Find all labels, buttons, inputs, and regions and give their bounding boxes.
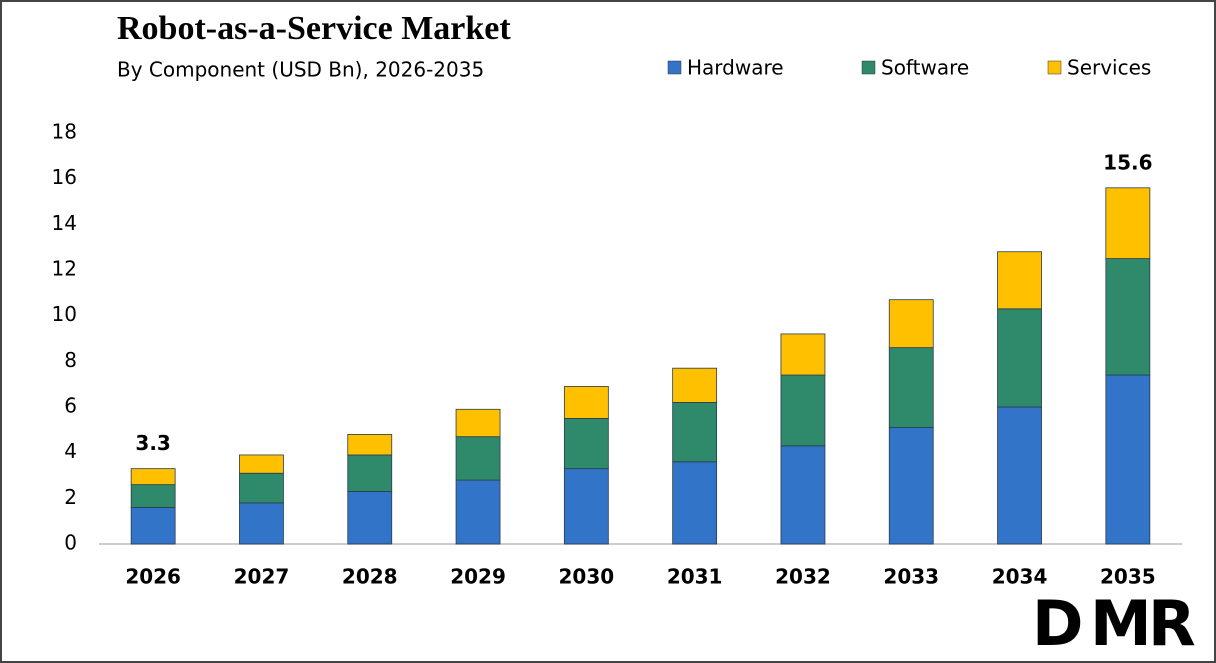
x-tick-label: 2033 [883,565,939,589]
x-tick-label: 2030 [559,565,615,589]
total-label: 15.6 [1103,150,1152,174]
bar-segment [780,445,826,545]
bar-segment [347,433,393,456]
legend-swatch [667,60,682,75]
bar-segment [130,468,176,486]
y-tick-label: 4 [64,439,77,463]
logo-letter: D [1032,587,1083,660]
chart-subtitle: By Component (USD Bn), 2026-2035 [117,58,484,82]
bar-segment [672,402,718,463]
bar-segment [455,436,501,481]
legend-swatch [861,60,876,75]
bar-segment [1105,187,1151,259]
y-tick-label: 8 [64,348,77,372]
x-tick-label: 2029 [450,565,506,589]
x-tick-label: 2028 [342,565,398,589]
bar-segment [563,418,609,470]
y-tick-label: 0 [64,531,77,555]
y-tick-label: 12 [52,257,77,281]
y-tick-label: 14 [52,211,77,235]
x-tick-label: 2027 [234,565,290,589]
legend-label: Hardware [687,56,784,80]
legend-label: Software [881,56,969,80]
bar-segment [1105,258,1151,376]
bar-segment [888,347,934,428]
bar-segment [780,333,826,376]
y-tick-label: 16 [52,165,77,189]
bar-segment [780,374,826,447]
bar-segment [997,406,1042,545]
bar-segment [455,479,501,545]
bar-segment [130,484,176,508]
bar-segment [563,468,609,545]
bar-segment [455,408,501,438]
bar-segment [997,308,1042,408]
bar-segment [239,472,284,504]
y-tick-label: 6 [64,394,77,418]
bar-segment [347,454,393,492]
bar-segment [888,299,934,349]
x-tick-label: 2034 [992,565,1048,589]
y-tick-label: 10 [52,302,77,326]
bar-segment [239,502,284,545]
bar-segment [672,367,718,403]
bar-segment [1105,374,1151,545]
total-label: 3.3 [135,431,170,455]
legend-swatch [1047,60,1062,75]
legend-label: Services [1067,56,1151,80]
y-tick-label: 2 [64,485,77,509]
x-tick-label: 2035 [1100,565,1156,589]
bar-segment [997,251,1042,310]
bar-segment [672,461,718,545]
bar-segment [239,454,284,474]
y-tick-label: 18 [52,120,77,144]
logo-letter: M [1090,587,1152,660]
bar-segment [130,507,176,545]
bar-segment [563,386,609,419]
bar-segment [347,491,393,545]
x-tick-label: 2032 [775,565,831,589]
x-tick-label: 2031 [667,565,723,589]
logo-letter: R [1148,587,1196,660]
chart-title: Robot-as-a-Service Market [117,10,511,47]
x-tick-label: 2026 [125,565,181,589]
bar-segment [888,427,934,545]
